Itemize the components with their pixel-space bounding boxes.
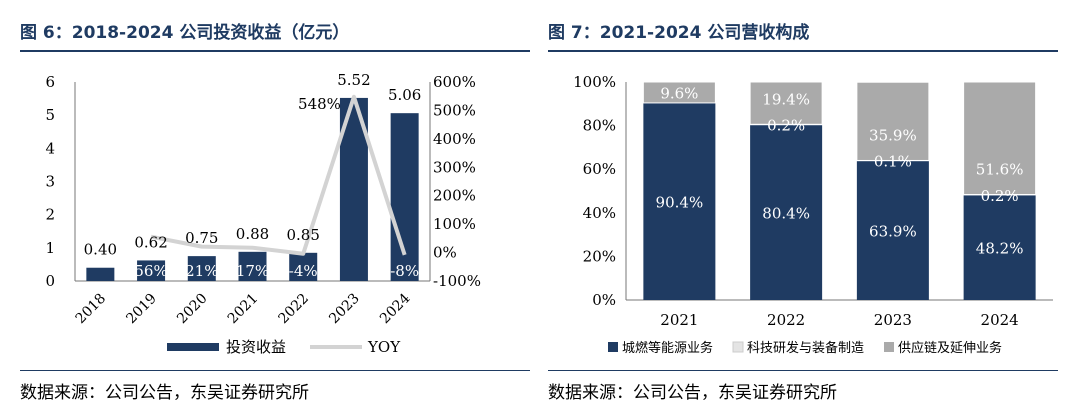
data-label-energy: 80.4% — [762, 204, 810, 222]
investment-income-chart: 0 1 2 3 4 5 6 -100% 0% 100% 200% 300% 400% 500% 600% 0.… — [45, 71, 481, 356]
data-label-supply: 9.6% — [660, 84, 698, 102]
y-right-tick-label: -100% — [433, 272, 481, 290]
x-tick-label: 2023 — [326, 291, 363, 328]
segment-energy-2024 — [963, 194, 1036, 300]
bar-investment-income-2024 — [390, 113, 419, 281]
chart-panel-revenue-mix: 图 7：2021-2024 公司营收构成 0% 20% 40% 60% 80% 100% 2… — [548, 0, 1068, 417]
bar-investment-income-2022 — [289, 252, 318, 281]
data-label-energy: 63.9% — [869, 222, 917, 240]
data-label-supply: 35.9% — [869, 126, 917, 144]
y-left-tick-label: 4 — [45, 139, 55, 157]
data-label-tech: 0.1% — [874, 153, 912, 171]
y-left-tick-label: 0 — [45, 272, 55, 290]
data-source: 数据来源：公司公告，东吴证券研究所 — [548, 383, 837, 403]
source-divider — [20, 370, 530, 371]
legend-swatch-tech — [732, 341, 744, 353]
title-divider — [548, 50, 1058, 52]
bar-value-label: 5.06 — [388, 86, 421, 104]
yoy-value-label: 17% — [236, 262, 269, 280]
y-tick-label: 100% — [573, 73, 616, 91]
x-tick-label: 2024 — [377, 290, 414, 327]
y-left-tick-label: 3 — [45, 173, 55, 191]
y-tick-label: 0% — [592, 291, 616, 309]
yoy-value-label: -4% — [289, 262, 318, 280]
data-label-supply: 19.4% — [762, 90, 810, 108]
y-tick-label: 60% — [583, 160, 616, 178]
revenue-mix-chart: 0% 20% 40% 60% 80% 100% 2021 2022 2023 2024 90.4% 9… — [573, 73, 1053, 356]
segment-energy-2022 — [750, 124, 823, 300]
segment-supply-2022 — [749, 81, 823, 125]
y-left-tick-label: 1 — [45, 239, 55, 257]
y-tick-label: 20% — [583, 247, 616, 265]
bar-investment-income-2018 — [86, 267, 115, 281]
y-right-tick-label: 500% — [433, 101, 476, 119]
x-tick-label: 2019 — [123, 291, 160, 328]
y-right-tick-label: 200% — [433, 187, 476, 205]
legend-label-energy: 城燃等能源业务 — [622, 340, 713, 356]
legend-swatch-energy — [608, 342, 618, 352]
segment-supply-2023 — [856, 81, 930, 161]
y-right-tick-label: 600% — [433, 73, 476, 91]
bar-value-label: 0.62 — [134, 233, 167, 251]
bar-value-label: 0.75 — [185, 229, 218, 247]
y-right-tick-label: 100% — [433, 215, 476, 233]
yoy-value-label: 548% — [298, 95, 341, 113]
source-divider — [548, 370, 1058, 371]
chart-panel-investment-income: 图 6：2018-2024 公司投资收益（亿元） 0 1 2 3 4 5 6 -100% 0% 1… — [20, 0, 540, 417]
segment-supply-2021 — [642, 81, 716, 104]
x-tick-label: 2024 — [981, 311, 1019, 329]
y-right-tick-label: 300% — [433, 158, 476, 176]
bar-value-label: 0.40 — [84, 241, 117, 259]
x-tick-label: 2018 — [73, 291, 110, 328]
bar-value-label: 0.85 — [287, 226, 320, 244]
x-tick-label: 2021 — [660, 311, 698, 329]
legend-label-investment-income: 投资收益 — [226, 338, 286, 356]
y-tick-label: 40% — [583, 204, 616, 222]
segment-energy-2023 — [856, 160, 929, 300]
legend-label-tech: 科技研发与装备制造 — [747, 340, 864, 356]
segment-energy-2021 — [643, 102, 716, 300]
figure-title: 图 6：2018-2024 公司投资收益（亿元） — [20, 23, 350, 43]
bar-value-label: 0.88 — [236, 225, 269, 243]
bar-investment-income-2021 — [238, 251, 267, 281]
x-tick-label: 2023 — [874, 311, 912, 329]
yoy-value-label: 56% — [134, 262, 167, 280]
y-right-tick-label: 400% — [433, 130, 476, 148]
x-tick-label: 2022 — [276, 291, 313, 328]
data-label-supply: 51.6% — [976, 160, 1024, 178]
yoy-value-label: 21% — [185, 262, 218, 280]
legend-label-yoy: YOY — [367, 338, 401, 356]
y-right-tick-label: 0% — [433, 244, 457, 262]
x-tick-label: 2021 — [225, 291, 262, 328]
x-tick-label: 2020 — [174, 291, 211, 328]
bar-investment-income-2019 — [137, 260, 166, 281]
legend-swatch-supply — [884, 342, 894, 352]
legend-label-supply: 供应链及延伸业务 — [898, 340, 1002, 356]
data-source: 数据来源：公司公告，东吴证券研究所 — [20, 383, 309, 403]
x-tick-label: 2022 — [767, 311, 805, 329]
yoy-line — [150, 94, 407, 256]
bar-investment-income-2020 — [187, 256, 216, 281]
data-label-tech: 0.2% — [981, 187, 1019, 205]
title-divider — [20, 50, 530, 52]
data-label-energy: 48.2% — [976, 239, 1024, 257]
y-tick-label: 80% — [583, 117, 616, 135]
y-left-tick-label: 2 — [45, 206, 55, 224]
data-label-energy: 90.4% — [656, 193, 704, 211]
y-left-tick-label: 6 — [45, 73, 55, 91]
legend-swatch-investment-income — [167, 343, 219, 351]
bar-value-label: 5.52 — [337, 71, 370, 89]
figure-title: 图 7：2021-2024 公司营收构成 — [548, 23, 810, 43]
data-label-tech: 0.2% — [767, 117, 805, 135]
yoy-value-label: -8% — [390, 262, 419, 280]
segment-supply-2024 — [963, 81, 1037, 195]
y-left-tick-label: 5 — [45, 106, 55, 124]
